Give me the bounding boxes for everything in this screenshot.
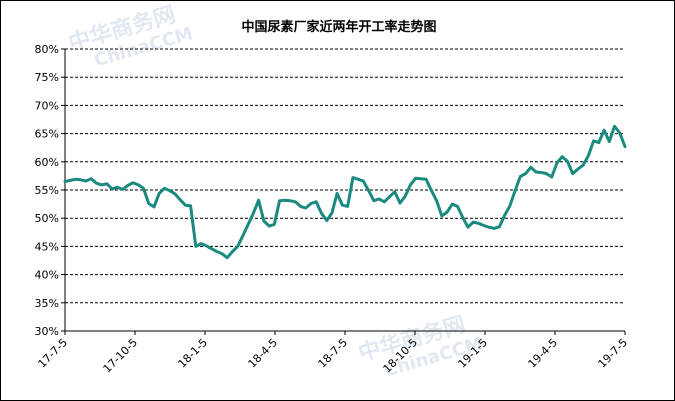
y-tick-label: 60% — [35, 156, 59, 169]
y-tick-label: 30% — [35, 325, 59, 338]
y-tick-label: 80% — [35, 43, 59, 56]
y-tick-label: 40% — [35, 269, 59, 282]
y-tick-label: 35% — [35, 297, 59, 310]
series-layer — [63, 124, 627, 260]
x-tick-label: 17-10-5 — [101, 336, 141, 376]
x-axis-ticks: 17-7-5 17-10-5 18-1-5 18-4-5 18-7-5 18-10-5 19… — [36, 331, 631, 376]
x-tick-label: 18-1-5 — [176, 336, 211, 371]
y-tick-label: 70% — [35, 99, 59, 112]
chart-title: 中国尿素厂家近两年开工率走势图 — [241, 19, 436, 35]
x-tick-label: 17-7-5 — [36, 336, 71, 371]
gridlines — [65, 48, 625, 304]
y-tick-label: 55% — [35, 184, 59, 197]
x-tick-label: 19-7-5 — [596, 336, 631, 371]
y-axis-ticks: 30% 35% 40% 45% 50% 55% 60% 65% 70% 75% 80% — [35, 43, 65, 338]
y-tick-label: 75% — [35, 71, 59, 84]
y-tick-label: 65% — [35, 128, 59, 141]
series-line — [63, 124, 627, 260]
x-tick-label: 18-7-5 — [316, 336, 351, 371]
y-tick-label: 45% — [35, 240, 59, 253]
x-tick-label: 18-4-5 — [246, 336, 281, 371]
x-tick-label: 19-4-5 — [526, 336, 561, 371]
y-tick-label: 50% — [35, 212, 59, 225]
